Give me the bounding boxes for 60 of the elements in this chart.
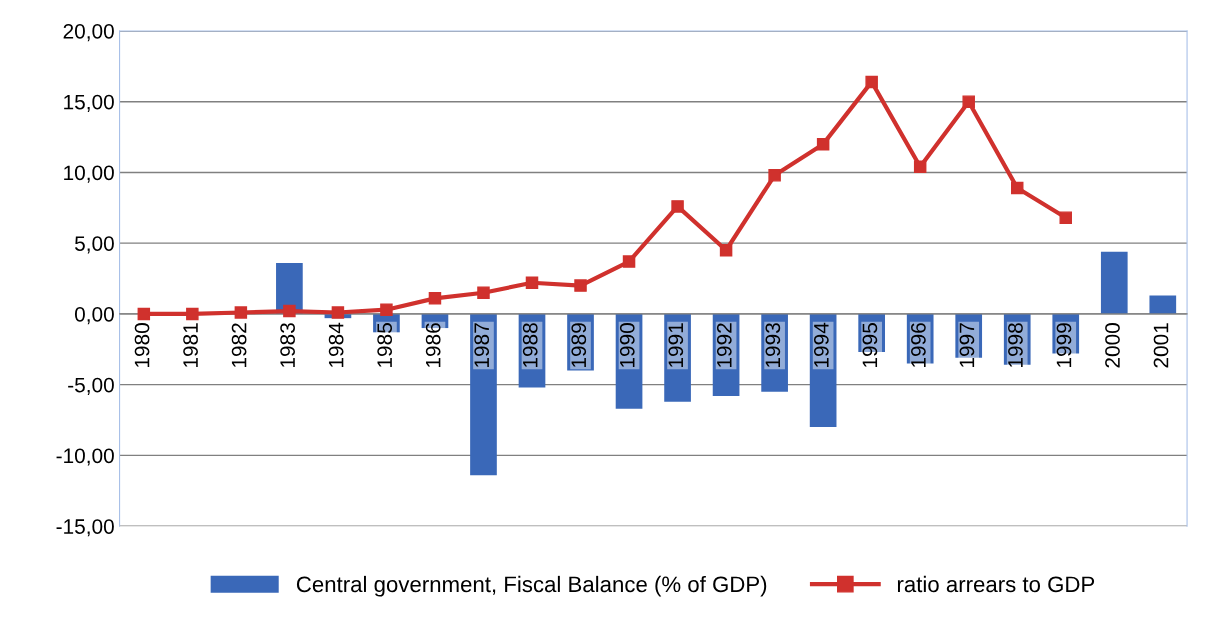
legend-label: Central government, Fiscal Balance (% of GDP) (296, 575, 767, 597)
point (962, 95, 975, 108)
point (768, 169, 781, 182)
y-tick-label: 15,00 (64, 94, 114, 112)
point (380, 303, 393, 316)
point (913, 160, 927, 174)
bar (470, 313, 497, 476)
x-tick-label: 1987 (474, 323, 490, 368)
x-tick-label: 1993 (765, 323, 781, 368)
point (477, 286, 490, 299)
y-tick-label: 5,00 (74, 236, 114, 254)
point (574, 279, 587, 292)
legend-label: ratio arrears to GDP (897, 575, 1095, 593)
point (865, 75, 878, 89)
x-tick-label: 1997 (959, 323, 975, 368)
x-tick-label: 1995 (862, 323, 878, 368)
x-tick-label: 2001 (1153, 323, 1169, 368)
x-tick-label: 1989 (571, 323, 587, 368)
y-tick-label: -5,00 (68, 377, 114, 395)
point (234, 306, 248, 319)
point (622, 255, 636, 268)
x-tick-label: 1986 (425, 323, 441, 368)
x-tick-label: 1990 (619, 323, 635, 368)
point (816, 137, 830, 151)
y-tick-label: 0,00 (74, 306, 114, 325)
x-tick-label: 1984 (328, 322, 344, 368)
x-tick-label: 1985 (377, 323, 393, 368)
point (1010, 181, 1024, 195)
point (1059, 211, 1073, 224)
x-tick-label: 1981 (183, 323, 198, 368)
x-tick-label: 1998 (1008, 323, 1023, 368)
point (331, 306, 345, 319)
point (428, 292, 442, 305)
point (137, 307, 151, 321)
bar (712, 313, 740, 396)
bar (615, 313, 643, 409)
bar (1100, 251, 1128, 314)
x-tick-label: 1982 (231, 323, 247, 368)
x-tick-label: 2000 (1105, 323, 1120, 368)
bar (1149, 295, 1177, 314)
bar (664, 313, 691, 402)
x-tick-label: 1992 (716, 323, 732, 368)
y-tick-label: -10,00 (56, 448, 114, 466)
bar (761, 313, 788, 392)
x-tick-label: 1994 (813, 322, 829, 368)
x-tick-label: 1988 (522, 323, 538, 368)
point (525, 276, 539, 290)
point (283, 304, 296, 318)
x-tick-label: 1996 (911, 323, 926, 368)
point (186, 307, 199, 321)
y-tick-label: 10,00 (64, 165, 114, 183)
x-tick-label: 1983 (280, 323, 295, 368)
point (671, 200, 684, 213)
bar (809, 313, 837, 428)
x-tick-label: 1991 (668, 323, 684, 368)
y-tick-label: -15,00 (56, 519, 114, 537)
y-tick-label: 20,00 (63, 23, 114, 42)
x-tick-label: 1980 (134, 323, 150, 368)
x-tick-label: 1999 (1056, 323, 1072, 368)
point (719, 244, 733, 257)
